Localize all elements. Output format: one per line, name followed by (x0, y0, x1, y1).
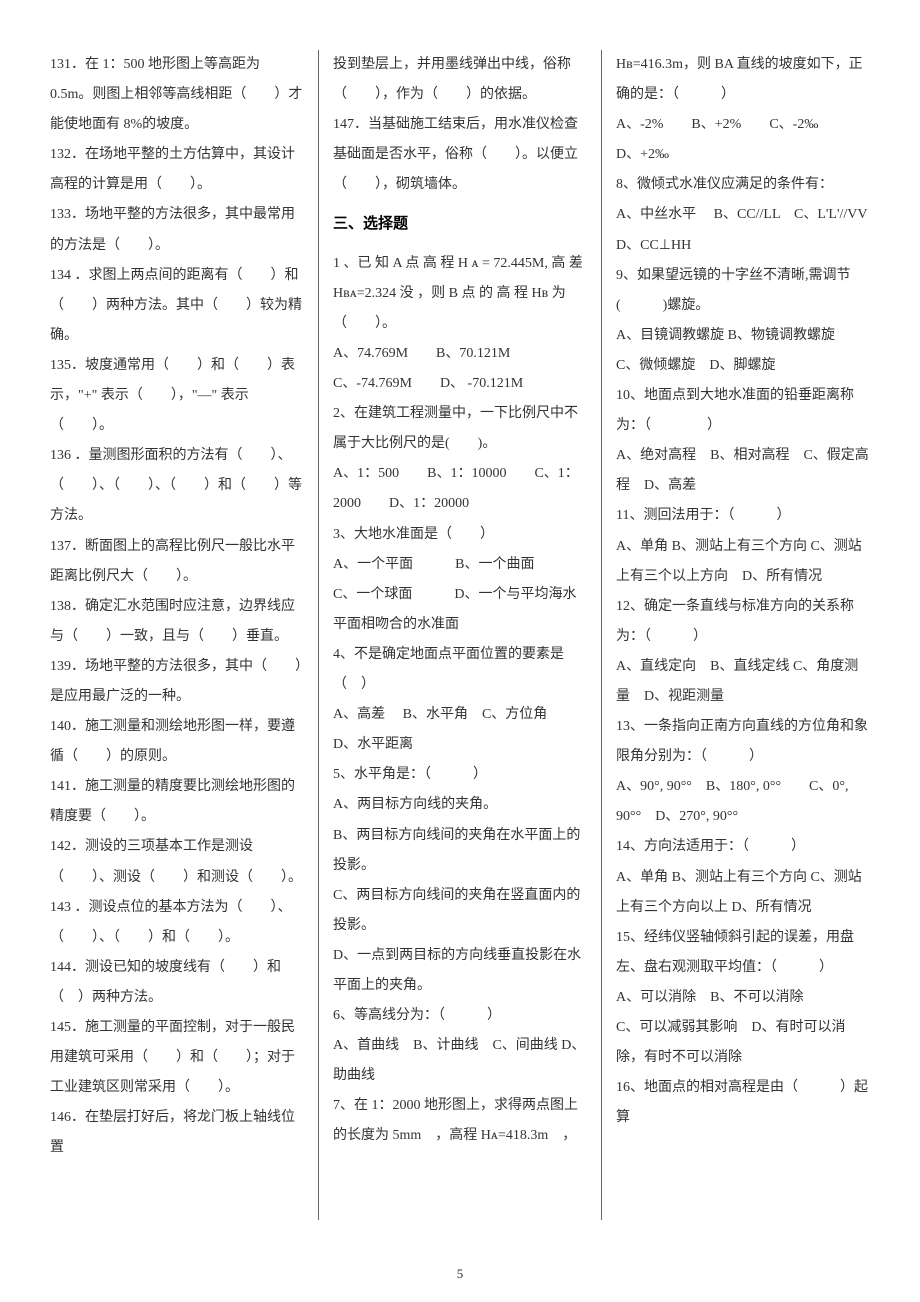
choice-q4-options: A、高差 B、水平角 C、方位角 D、水平距离 (333, 700, 587, 760)
choice-q11-options: A、单角 B、测站上有三个方向 C、测站上有三个以上方向 D、所有情况 (616, 532, 870, 592)
choice-q10: 10、地面点到大地水准面的铅垂距离称为：（ ） (616, 381, 870, 441)
choice-q9-options: A、目镜调教螺旋 B、物镜调教螺旋 C、微倾螺旋 D、脚螺旋 (616, 321, 870, 381)
column-2: 投到垫层上，并用墨线弹出中线，俗称（ ），作为（ ）的依据。 147．当基础施工… (323, 50, 597, 1220)
choice-q15-options: A、可以消除 B、不可以消除 C、可以减弱其影响 D、有时可以消除，有时不可以消… (616, 983, 870, 1073)
question-145: 145．施工测量的平面控制，对于一般民用建筑可采用（ ）和（ ）；对于工业建筑区… (50, 1013, 304, 1103)
question-133: 133．场地平整的方法很多，其中最常用的方法是（ ）。 (50, 200, 304, 260)
choice-q6-options: A、首曲线 B、计曲线 C、间曲线 D、助曲线 (333, 1031, 587, 1091)
question-135: 135．坡度通常用（ ）和（ ）表示，"+" 表示（ ），"—" 表示（ ）。 (50, 351, 304, 441)
choice-q14: 14、方向法适用于：（ ） (616, 832, 870, 862)
choice-q4: 4、不是确定地面点平面位置的要素是（ ） (333, 640, 587, 700)
choice-q6: 6、等高线分为：（ ） (333, 1001, 587, 1031)
question-136: 136 ．量测图形面积的方法有（ ）、（ ）、（ ）、（ ）和（ ）等方法。 (50, 441, 304, 531)
choice-q7b: Hʙ=416.3m，则 BA 直线的坡度如下，正确的是：（ ） (616, 50, 870, 110)
question-146a: 146．在垫层打好后，将龙门板上轴线位置 (50, 1103, 304, 1163)
question-144: 144．测设已知的坡度线有（ ）和（ ）两种方法。 (50, 953, 304, 1013)
section-heading-choice: 三、选择题 (333, 208, 587, 240)
choice-q15: 15、经纬仪竖轴倾斜引起的误差，用盘左、盘右观测取平均值：（ ） (616, 923, 870, 983)
choice-q3-options: A、一个平面 B、一个曲面 C、一个球面 D、一个与平均海水平面相吻合的水准面 (333, 550, 587, 640)
page-number: 5 (457, 1266, 464, 1282)
choice-q2: 2、在建筑工程测量中，一下比例尺中不属于大比例尺的是( )。 (333, 399, 587, 459)
column-3: Hʙ=416.3m，则 BA 直线的坡度如下，正确的是：（ ） A、-2% B、… (606, 50, 880, 1220)
choice-q12: 12、确定一条直线与标准方向的关系称为：（ ） (616, 592, 870, 652)
choice-q11: 11、测回法用于：（ ） (616, 501, 870, 531)
question-140: 140．施工测量和测绘地形图一样，要遵循（ ）的原则。 (50, 712, 304, 772)
choice-q9: 9、如果望远镜的十字丝不清晰,需调节( )螺旋。 (616, 261, 870, 321)
question-141: 141．施工测量的精度要比测绘地形图的精度要（ ）。 (50, 772, 304, 832)
question-143: 143 ．测设点位的基本方法为（ ）、（ ）、（ ）和（ ）。 (50, 893, 304, 953)
choice-q8-options: A、中丝水平 B、CC//LL C、L'L'//VV D、CC⊥HH (616, 200, 870, 260)
question-134: 134 ．求图上两点间的距离有（ ）和（ ）两种方法。其中（ ）较为精确。 (50, 261, 304, 351)
question-139: 139．场地平整的方法很多，其中（ ）是应用最广泛的一种。 (50, 652, 304, 712)
choice-q3: 3、大地水准面是（ ） (333, 520, 587, 550)
choice-q16: 16、地面点的相对高程是由（ ）起算 (616, 1073, 870, 1133)
question-147: 147．当基础施工结束后，用水准仪检查基础面是否水平，俗称（ ）。以便立（ ），… (333, 110, 587, 200)
question-142: 142．测设的三项基本工作是测设（ ）、测设（ ）和测设（ ）。 (50, 832, 304, 892)
choice-q1-options: A、74.769M B、70.121M C、-74.769M D、 -70.12… (333, 339, 587, 399)
choice-q8: 8、微倾式水准仪应满足的条件有： (616, 170, 870, 200)
question-132: 132．在场地平整的土方估算中，其设计高程的计算是用（ ）。 (50, 140, 304, 200)
choice-q14-options: A、单角 B、测站上有三个方向 C、测站上有三个方向以上 D、所有情况 (616, 863, 870, 923)
choice-q1: 1 、已 知 A 点 高 程 H ᴀ = 72.445M, 高 差 Hʙᴀ=2.… (333, 249, 587, 339)
column-divider-2 (601, 50, 602, 1220)
question-131: 131．在 1：500 地形图上等高距为 0.5m。则图上相邻等高线相距（ ）才… (50, 50, 304, 140)
question-137: 137．断面图上的高程比例尺一般比水平距离比例尺大（ ）。 (50, 532, 304, 592)
choice-q5-options: A、两目标方向线的夹角。 B、两目标方向线间的夹角在水平面上的投影。 C、两目标… (333, 790, 587, 1001)
column-1: 131．在 1：500 地形图上等高距为 0.5m。则图上相邻等高线相距（ ）才… (40, 50, 314, 1220)
choice-q13: 13、一条指向正南方向直线的方位角和象限角分别为：（ ） (616, 712, 870, 772)
column-divider-1 (318, 50, 319, 1220)
question-146b: 投到垫层上，并用墨线弹出中线，俗称（ ），作为（ ）的依据。 (333, 50, 587, 110)
choice-q2-options: A、1：500 B、1：10000 C、1：2000 D、1：20000 (333, 459, 587, 519)
choice-q12-options: A、直线定向 B、直线定线 C、角度测量 D、视距测量 (616, 652, 870, 712)
choice-q10-options: A、绝对高程 B、相对高程 C、假定高程 D、高差 (616, 441, 870, 501)
choice-q13-options: A、90°, 90°° B、180°, 0°° C、0°, 90°° D、270… (616, 772, 870, 832)
choice-q7-options: A、-2% B、+2% C、-2‰ D、+2‰ (616, 110, 870, 170)
page-content: 131．在 1：500 地形图上等高距为 0.5m。则图上相邻等高线相距（ ）才… (0, 0, 920, 1250)
question-138: 138．确定汇水范围时应注意，边界线应与（ ）一致，且与（ ）垂直。 (50, 592, 304, 652)
choice-q5: 5、水平角是：（ ） (333, 760, 587, 790)
choice-q7a: 7、在 1：2000 地形图上，求得两点图上的长度为 5mm ，高程 Hᴀ=41… (333, 1091, 587, 1151)
